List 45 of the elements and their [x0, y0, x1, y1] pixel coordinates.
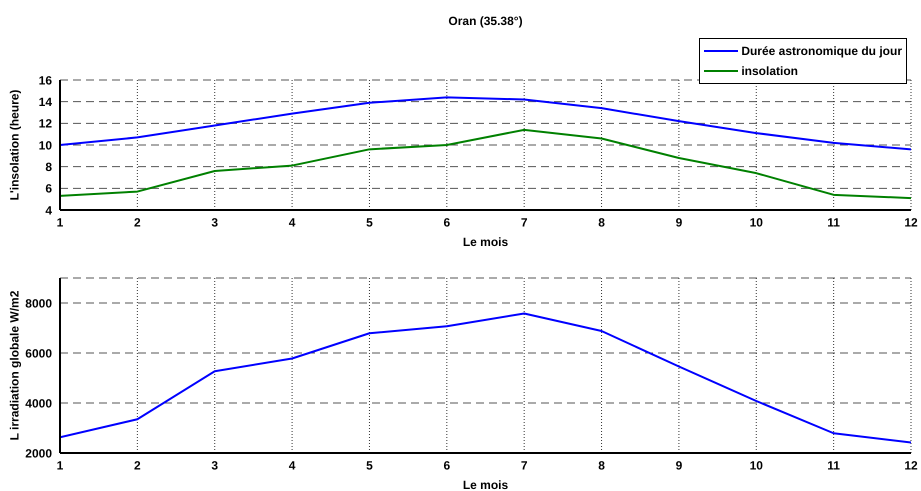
- y-tick-label: 8: [45, 160, 52, 174]
- y-tick-label: 4: [45, 203, 52, 218]
- y-tick-label: 4000: [25, 396, 52, 410]
- line-series: [60, 128, 911, 200]
- legend-label: Durée astronomique du jour: [741, 44, 902, 58]
- x-tick-label: 8: [598, 458, 606, 473]
- y-tick-label: 6: [45, 182, 52, 196]
- line-series: [60, 96, 911, 150]
- x-tick-label: 10: [750, 216, 764, 230]
- y-axis-title: L irradiation globale W/m2: [7, 290, 22, 440]
- x-tick-label: 9: [676, 216, 683, 230]
- x-axis-title: Le mois: [462, 235, 508, 249]
- y-tick-label: 14: [38, 94, 52, 109]
- y-tick-label: 16: [38, 73, 52, 88]
- chart-title: Oran (35.38°): [447, 14, 524, 28]
- line-series: [60, 312, 911, 444]
- x-tick-label: 5: [366, 458, 374, 473]
- x-axis-title: Le mois: [462, 478, 508, 491]
- x-tick-label: 12: [904, 216, 918, 230]
- x-tick-label: 11: [827, 458, 840, 473]
- y-tick-label: 12: [38, 116, 52, 131]
- x-tick-label: 9: [676, 458, 683, 473]
- x-tick-label: 10: [750, 458, 764, 473]
- x-tick-label: 2: [134, 216, 142, 230]
- y-tick-label: 2000: [25, 446, 52, 460]
- x-tick-label: 12: [904, 458, 918, 473]
- legend-label: insolation: [741, 64, 798, 78]
- x-tick-label: 6: [443, 216, 450, 230]
- x-tick-label: 4: [288, 216, 296, 230]
- x-tick-label: 7: [520, 216, 528, 230]
- x-tick-label: 8: [598, 216, 606, 230]
- x-tick-label: 1: [56, 458, 64, 473]
- x-tick-label: 4: [288, 458, 296, 473]
- y-axis-title: L'insolation (heure): [7, 90, 22, 200]
- x-tick-label: 7: [520, 458, 528, 473]
- x-tick-label: 11: [827, 216, 840, 230]
- y-tick-label: 6000: [25, 346, 52, 360]
- x-tick-label: 3: [211, 216, 218, 230]
- x-tick-label: 3: [211, 458, 218, 473]
- y-tick-label: 10: [38, 138, 52, 152]
- x-tick-label: 5: [366, 216, 374, 230]
- y-tick-label: 8000: [25, 296, 52, 310]
- x-tick-label: 6: [443, 458, 450, 473]
- x-tick-label: 1: [56, 216, 64, 230]
- x-tick-label: 2: [134, 458, 142, 473]
